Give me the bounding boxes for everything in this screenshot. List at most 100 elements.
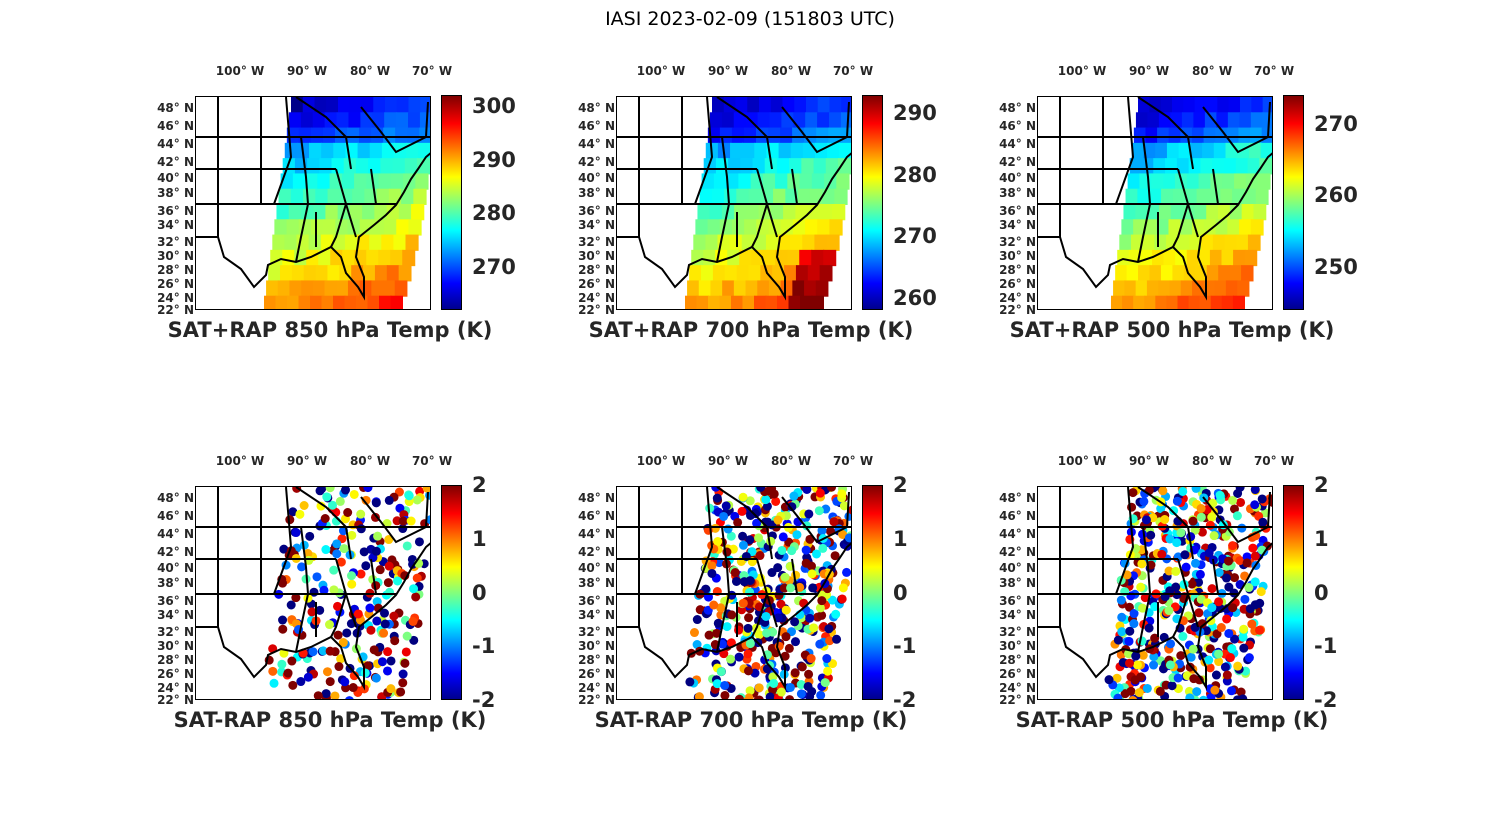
latitude-tick-label: 44° N [157,527,194,541]
difference-point [278,624,288,634]
difference-point [773,515,783,525]
difference-point [1191,558,1201,568]
difference-point [774,641,784,651]
retrieval-cell [275,295,288,309]
retrieval-cell [1250,127,1263,144]
latitude-tick-label: 46° N [999,119,1036,133]
latitude-tick-label: 38° N [578,186,615,200]
retrieval-cell [711,188,726,205]
retrieval-cell [373,97,386,114]
retrieval-cell [406,142,420,160]
retrieval-cell [822,188,836,205]
retrieval-cell [841,97,851,114]
latitude-tick-label: 32° N [999,625,1036,639]
colorbar-tick-label: -1 [472,634,496,659]
longitude-tick-label: 90° W [1128,454,1170,468]
difference-point [1149,660,1159,670]
difference-point [730,568,740,578]
retrieval-cell [1198,249,1211,267]
difference-point [815,488,825,498]
retrieval-cell [344,295,357,309]
retrieval-cell [773,188,787,205]
difference-point [1124,636,1134,646]
retrieval-cell [347,127,361,144]
retrieval-cell [710,280,724,297]
latitude-tick-label: 28° N [578,653,615,667]
longitude-tick-label: 100° W [1057,64,1107,78]
difference-point [776,599,786,609]
difference-point [1164,566,1174,576]
difference-point [808,583,818,593]
retrieval-cell [378,249,392,267]
retrieval-cell [372,112,386,129]
retrieval-cell [832,204,846,221]
retrieval-cell [1135,112,1149,129]
difference-point [1214,657,1224,667]
colorbar-tick-label: 0 [472,580,487,605]
retrieval-cell [366,249,380,267]
retrieval-cell [797,188,811,205]
difference-point [401,647,411,657]
difference-point [1138,650,1148,660]
retrieval-cell [333,295,346,309]
retrieval-cell [1177,295,1190,309]
difference-point [804,509,814,519]
latitude-tick-label: 34° N [157,608,194,622]
latitude-tick-label: 46° N [578,509,615,523]
difference-point [726,654,736,664]
difference-point [385,587,395,597]
retrieval-cell [276,204,290,221]
latitude-tick-label: 42° N [578,155,615,169]
latitude-tick-label: 42° N [157,155,194,169]
retrieval-cell [1244,249,1258,267]
difference-point [332,539,342,549]
retrieval-cell [801,158,815,175]
difference-point [1104,675,1114,685]
latitude-tick-label: 30° N [999,639,1036,653]
difference-point [761,611,771,621]
retrieval-cell [398,265,412,282]
difference-point [1192,687,1202,697]
map-axes [195,96,431,310]
latitude-tick-label: 38° N [157,576,194,590]
difference-point [745,686,755,696]
difference-point [1233,661,1243,671]
colorbar-tick-label: 1 [893,526,908,551]
longitude-tick-label: 70° W [411,64,453,78]
difference-point [316,501,326,511]
difference-point [386,684,396,694]
difference-point [305,531,315,541]
difference-point [1165,660,1175,670]
map-axes [616,96,852,310]
longitude-tick-label: 80° W [770,454,812,468]
retrieval-cell [376,188,390,205]
difference-point [325,646,335,656]
retrieval-cell [687,280,700,297]
difference-point [406,516,416,526]
difference-point [1248,543,1258,553]
latitude-tick-label: 22° N [157,303,194,317]
retrieval-cell [303,265,317,282]
colorbar-tick-label: -2 [472,688,496,712]
retrieval-cell [286,219,300,236]
longitude-tick-label: 80° W [1191,64,1233,78]
retrieval-cell [1177,234,1191,251]
difference-point [825,636,835,646]
retrieval-cell [384,219,398,236]
difference-point [1158,487,1168,496]
latitude-tick-label: 46° N [578,119,615,133]
retrieval-cell [793,112,807,129]
longitude-tick-label: 100° W [215,454,265,468]
longitude-tick-label: 90° W [286,64,328,78]
difference-point [342,628,352,638]
difference-point [288,680,298,690]
retrieval-cell [1149,97,1162,114]
colorbar-tick-label: 1 [1314,526,1329,551]
difference-point [1178,487,1188,496]
panel-title: SAT-RAP 700 hPa Temp (K) [594,708,908,732]
difference-point [716,667,726,677]
difference-point [1141,515,1151,525]
difference-point [692,615,702,625]
state-boundary [345,593,357,628]
difference-point [1221,573,1231,583]
